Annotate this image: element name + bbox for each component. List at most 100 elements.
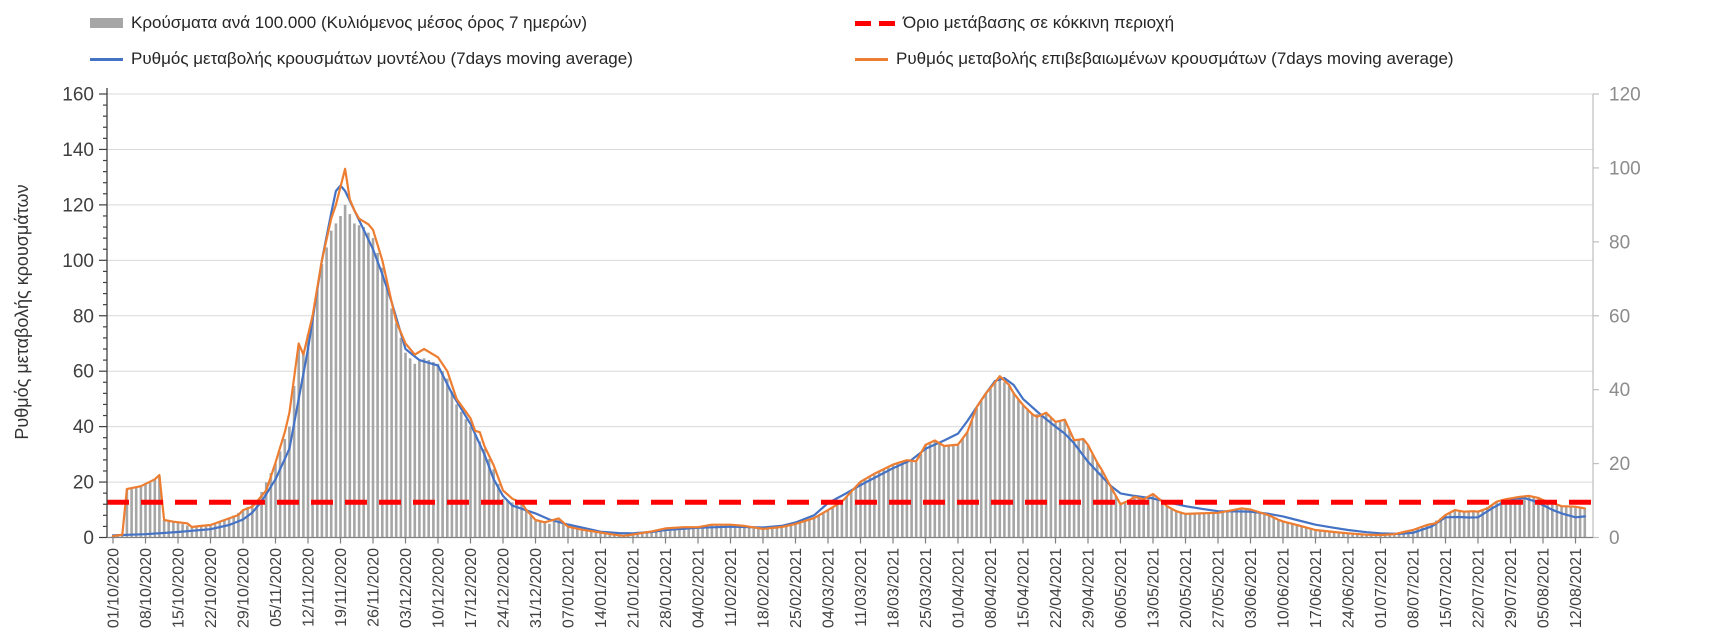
daily-cases-bar <box>1434 520 1438 538</box>
daily-cases-bar <box>1527 496 1531 538</box>
daily-cases-bar <box>566 527 570 538</box>
daily-cases-bar <box>162 520 166 538</box>
daily-cases-bar <box>144 483 147 538</box>
daily-cases-bar <box>473 434 477 538</box>
daily-cases-bar <box>367 232 370 538</box>
daily-cases-bar <box>1583 507 1587 538</box>
daily-cases-bar <box>1258 512 1262 538</box>
x-axis-date-label: 11/03/2021 <box>853 548 870 627</box>
x-axis-date-label: 29/07/2021 <box>1503 548 1520 628</box>
daily-cases-bar <box>260 491 263 538</box>
daily-cases-bar <box>1239 508 1243 538</box>
daily-cases-bar <box>427 360 430 538</box>
daily-cases-bar <box>399 337 403 538</box>
daily-cases-bar <box>1472 511 1475 538</box>
daily-cases-bar <box>1221 512 1224 538</box>
daily-cases-bar <box>956 445 960 538</box>
daily-cases-bar <box>394 323 398 538</box>
daily-cases-bar <box>148 481 152 538</box>
daily-cases-bar <box>1286 522 1289 538</box>
daily-cases-bar <box>1165 506 1169 538</box>
x-axis-date-label: 18/03/2021 <box>886 548 903 628</box>
daily-cases-bar <box>1309 528 1313 538</box>
daily-cases-bar <box>1416 528 1419 538</box>
daily-cases-bar <box>650 531 653 538</box>
daily-cases-bar <box>190 526 194 538</box>
daily-cases-bar <box>441 371 444 538</box>
daily-cases-bar <box>696 527 700 538</box>
daily-cases-bar <box>1425 524 1429 538</box>
daily-cases-bar <box>1374 534 1378 538</box>
daily-cases-bar <box>1184 514 1187 538</box>
x-axis-date-label: 08/10/2020 <box>138 548 155 628</box>
daily-cases-bar <box>836 504 839 538</box>
daily-cases-bar <box>747 526 751 538</box>
daily-cases-bar <box>743 526 746 538</box>
daily-cases-bar <box>552 521 556 538</box>
daily-cases-bar <box>501 498 505 538</box>
daily-cases-bar <box>580 530 584 538</box>
daily-cases-bar <box>924 445 927 538</box>
daily-cases-bar <box>715 524 718 538</box>
x-axis-date-label: 24/12/2020 <box>496 548 513 628</box>
daily-cases-bar <box>970 420 974 538</box>
left-axis-tick-label: 60 <box>73 362 94 383</box>
daily-cases-bar <box>645 532 649 538</box>
daily-cases-bar <box>603 533 607 538</box>
daily-cases-bar <box>1537 498 1540 538</box>
daily-cases-bar <box>868 477 872 538</box>
daily-cases-bar <box>1147 497 1150 538</box>
daily-cases-bar <box>218 521 222 538</box>
right-axis-tick-label: 40 <box>1609 380 1630 401</box>
daily-cases-bar <box>548 523 551 538</box>
daily-cases-bar <box>1546 501 1549 538</box>
x-axis-date-label: 22/07/2021 <box>1471 548 1488 628</box>
daily-cases-bar <box>682 528 686 538</box>
legend-label: Ρυθμός μεταβολής επιβεβαιωμένων κρουσμάτ… <box>896 49 1454 68</box>
daily-cases-bar <box>659 529 663 538</box>
daily-cases-bar <box>729 524 732 538</box>
daily-cases-bar <box>1328 531 1331 538</box>
daily-cases-bar <box>1495 502 1498 538</box>
daily-cases-bar <box>692 527 695 538</box>
x-axis-date-label: 10/12/2020 <box>431 548 448 628</box>
daily-cases-bar <box>989 388 992 538</box>
left-axis-tick-label: 80 <box>73 306 94 327</box>
legend-item-model-rate: Ρυθμός μεταβολής κρουσμάτων μοντέλου (7d… <box>90 49 633 69</box>
daily-cases-bar <box>771 528 774 538</box>
daily-cases-bar <box>1054 422 1057 538</box>
daily-cases-bar <box>1323 531 1327 538</box>
daily-cases-bar <box>1518 496 1522 538</box>
daily-cases-bar <box>641 533 644 538</box>
daily-cases-bar <box>1481 509 1484 538</box>
left-axis-tick-label: 20 <box>73 473 94 494</box>
daily-cases-bar <box>589 531 593 538</box>
daily-cases-bar <box>766 528 769 538</box>
daily-cases-bar <box>1031 414 1034 538</box>
daily-cases-bar <box>167 521 170 538</box>
daily-cases-bar <box>1277 519 1280 538</box>
daily-cases-bar <box>1421 526 1424 538</box>
legend-item-red-threshold: Όριο μετάβασης σε κόκκινη περιοχή <box>855 13 1174 33</box>
daily-cases-bar <box>385 288 389 538</box>
x-axis-date-label: 31/12/2020 <box>528 548 545 628</box>
daily-cases-bar <box>297 345 300 538</box>
bar-swatch-icon <box>90 18 123 28</box>
daily-cases-bar <box>1383 534 1387 538</box>
right-axis-tick-label: 0 <box>1609 528 1620 549</box>
daily-cases-bar <box>1578 507 1582 538</box>
daily-cases-bar <box>761 529 765 538</box>
daily-cases-bar <box>1430 523 1433 538</box>
daily-cases-bar <box>752 527 755 538</box>
x-axis-date-label: 19/11/2020 <box>333 548 350 627</box>
daily-cases-bar <box>979 400 983 538</box>
daily-cases-bar <box>213 523 217 538</box>
daily-cases-bar <box>311 315 314 538</box>
daily-cases-bar <box>1332 532 1336 538</box>
daily-cases-bar <box>199 525 203 538</box>
x-axis-date-label: 14/01/2021 <box>593 548 610 628</box>
daily-cases-bar <box>1555 504 1559 538</box>
daily-cases-bar <box>984 393 988 538</box>
daily-cases-bar <box>733 525 737 538</box>
